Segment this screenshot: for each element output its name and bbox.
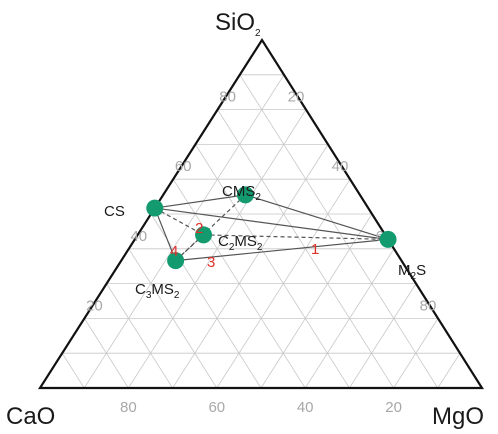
grid-line-mgo-70: [349, 283, 417, 389]
grid-line-mgo-80: [393, 318, 439, 389]
vertex-label-right: MgO: [432, 403, 484, 430]
point-label-m2s: M2S: [398, 262, 426, 282]
grid-line-cao-50: [150, 213, 262, 389]
region-number-4: 4: [170, 243, 178, 260]
tick-left-60: 60: [175, 158, 192, 175]
point-cs: [146, 199, 164, 217]
tie-line-cs-c3ms2: [154, 207, 177, 261]
vertex-label-top: SiO2: [215, 9, 261, 39]
grid-line-cao-80: [84, 318, 129, 389]
point-label-cs: CS: [104, 203, 125, 220]
grid-line-cao-90: [61, 352, 85, 389]
point-c2ms2: [195, 226, 213, 244]
point-m2s: [379, 230, 397, 248]
tick-right-80: 80: [420, 297, 437, 314]
grid-line-cao-70: [106, 283, 173, 389]
tick-left-80: 80: [219, 89, 236, 106]
grid-line-mgo-30: [172, 144, 329, 389]
tick-bottom-60: 60: [208, 399, 225, 416]
point-label-cms2: CMS2: [222, 183, 261, 203]
tie-line-dashed-cs-c2ms2: [154, 207, 204, 236]
tie-line-c3ms2-m2s: [175, 238, 389, 262]
grid-line-cao-30: [195, 144, 350, 389]
tick-right-40: 40: [332, 158, 349, 175]
point-c3ms2: [167, 252, 185, 270]
tie-lines: [154, 194, 389, 262]
region-number-1: 1: [311, 241, 319, 258]
tie-line-cs-m2s: [154, 207, 389, 240]
tick-left-40: 40: [130, 228, 147, 245]
region-number-2: 2: [195, 220, 203, 237]
tie-line-dashed-c2ms2-m2s: [203, 234, 389, 241]
tick-bottom-40: 40: [297, 399, 314, 416]
vertex-label-left: CaO: [6, 403, 55, 430]
tick-left-20: 20: [86, 297, 103, 314]
region-number-3: 3: [207, 254, 215, 271]
point-cms2: [236, 186, 254, 204]
tick-right-20: 20: [288, 89, 305, 106]
tie-line-cs-cms2: [154, 194, 246, 209]
grid-line-mgo-90: [437, 352, 461, 389]
grid-line-cao-10: [239, 74, 439, 389]
tick-bottom-80: 80: [120, 399, 137, 416]
grid-lines: [61, 74, 461, 389]
composition-points: [146, 186, 397, 270]
grid-line-mgo-60: [304, 248, 395, 389]
grid-line-cao-60: [128, 248, 218, 389]
point-label-c2ms2: C2MS2: [218, 233, 263, 253]
tick-bottom-20: 20: [385, 399, 402, 416]
tie-line-cms2-m2s: [245, 194, 389, 240]
grid-line-mgo-10: [83, 74, 285, 389]
